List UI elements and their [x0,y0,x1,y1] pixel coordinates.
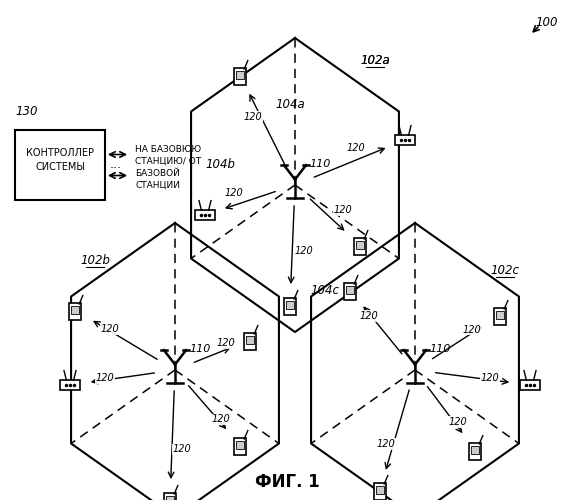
Text: 120: 120 [96,373,115,383]
Text: СТАНЦИЮ/ ОТ: СТАНЦИЮ/ ОТ [135,157,201,166]
Text: 104c: 104c [311,284,339,296]
Bar [376,486,383,494]
Text: 120: 120 [295,246,313,256]
Bar [69,303,81,320]
Text: 120: 120 [224,188,243,198]
Bar [244,333,256,349]
Text: 120: 120 [333,205,352,215]
Bar [195,210,215,220]
Text: 102a: 102a [360,54,390,66]
Bar [354,238,366,254]
Text: 120: 120 [173,444,191,454]
Bar [234,438,246,454]
Bar [469,443,481,460]
Bar [246,336,254,344]
Text: 120: 120 [481,373,500,383]
Bar [164,493,176,500]
Bar [166,496,174,500]
Text: 120: 120 [376,439,395,449]
Bar [395,135,415,145]
Text: НА БАЗОВЮЮ: НА БАЗОВЮЮ [135,145,201,154]
Bar [374,483,386,500]
Text: 120: 120 [449,417,468,427]
Text: 104b: 104b [205,158,235,172]
Bar [496,312,504,318]
Bar [347,286,354,294]
Text: БАЗОВОЙ: БАЗОВОЙ [135,169,180,178]
Bar [15,130,105,200]
Text: 102b: 102b [80,254,110,266]
Bar [72,306,79,314]
Text: 102c: 102c [490,264,520,276]
Text: 100: 100 [535,16,558,28]
Text: 110: 110 [189,344,210,354]
Bar [237,72,244,78]
Text: 120: 120 [244,112,262,122]
Bar [284,298,296,314]
Text: КОНТРОЛЛЕР
СИСТЕМЫ: КОНТРОЛЛЕР СИСТЕМЫ [26,148,94,172]
Text: 120: 120 [346,143,365,153]
Text: СТАНЦИИ: СТАНЦИИ [135,181,180,190]
Bar [234,68,246,84]
Bar [356,242,364,248]
Text: 102a: 102a [360,54,390,66]
Text: 120: 120 [462,325,481,335]
Text: 120: 120 [101,324,119,334]
Bar [472,446,478,454]
Bar [60,380,80,390]
Text: 110: 110 [309,159,331,169]
Bar [494,308,506,324]
Text: 120: 120 [360,311,379,321]
Text: 110: 110 [429,344,450,354]
Text: 104a: 104a [275,98,305,112]
Text: 130: 130 [15,105,37,118]
Text: ...: ... [110,158,122,172]
Bar [344,283,356,300]
Text: 120: 120 [217,338,236,348]
Text: ФИГ. 1: ФИГ. 1 [254,473,319,491]
Bar [520,380,540,390]
Bar [286,302,293,308]
Text: 120: 120 [211,414,230,424]
Bar [237,442,244,448]
